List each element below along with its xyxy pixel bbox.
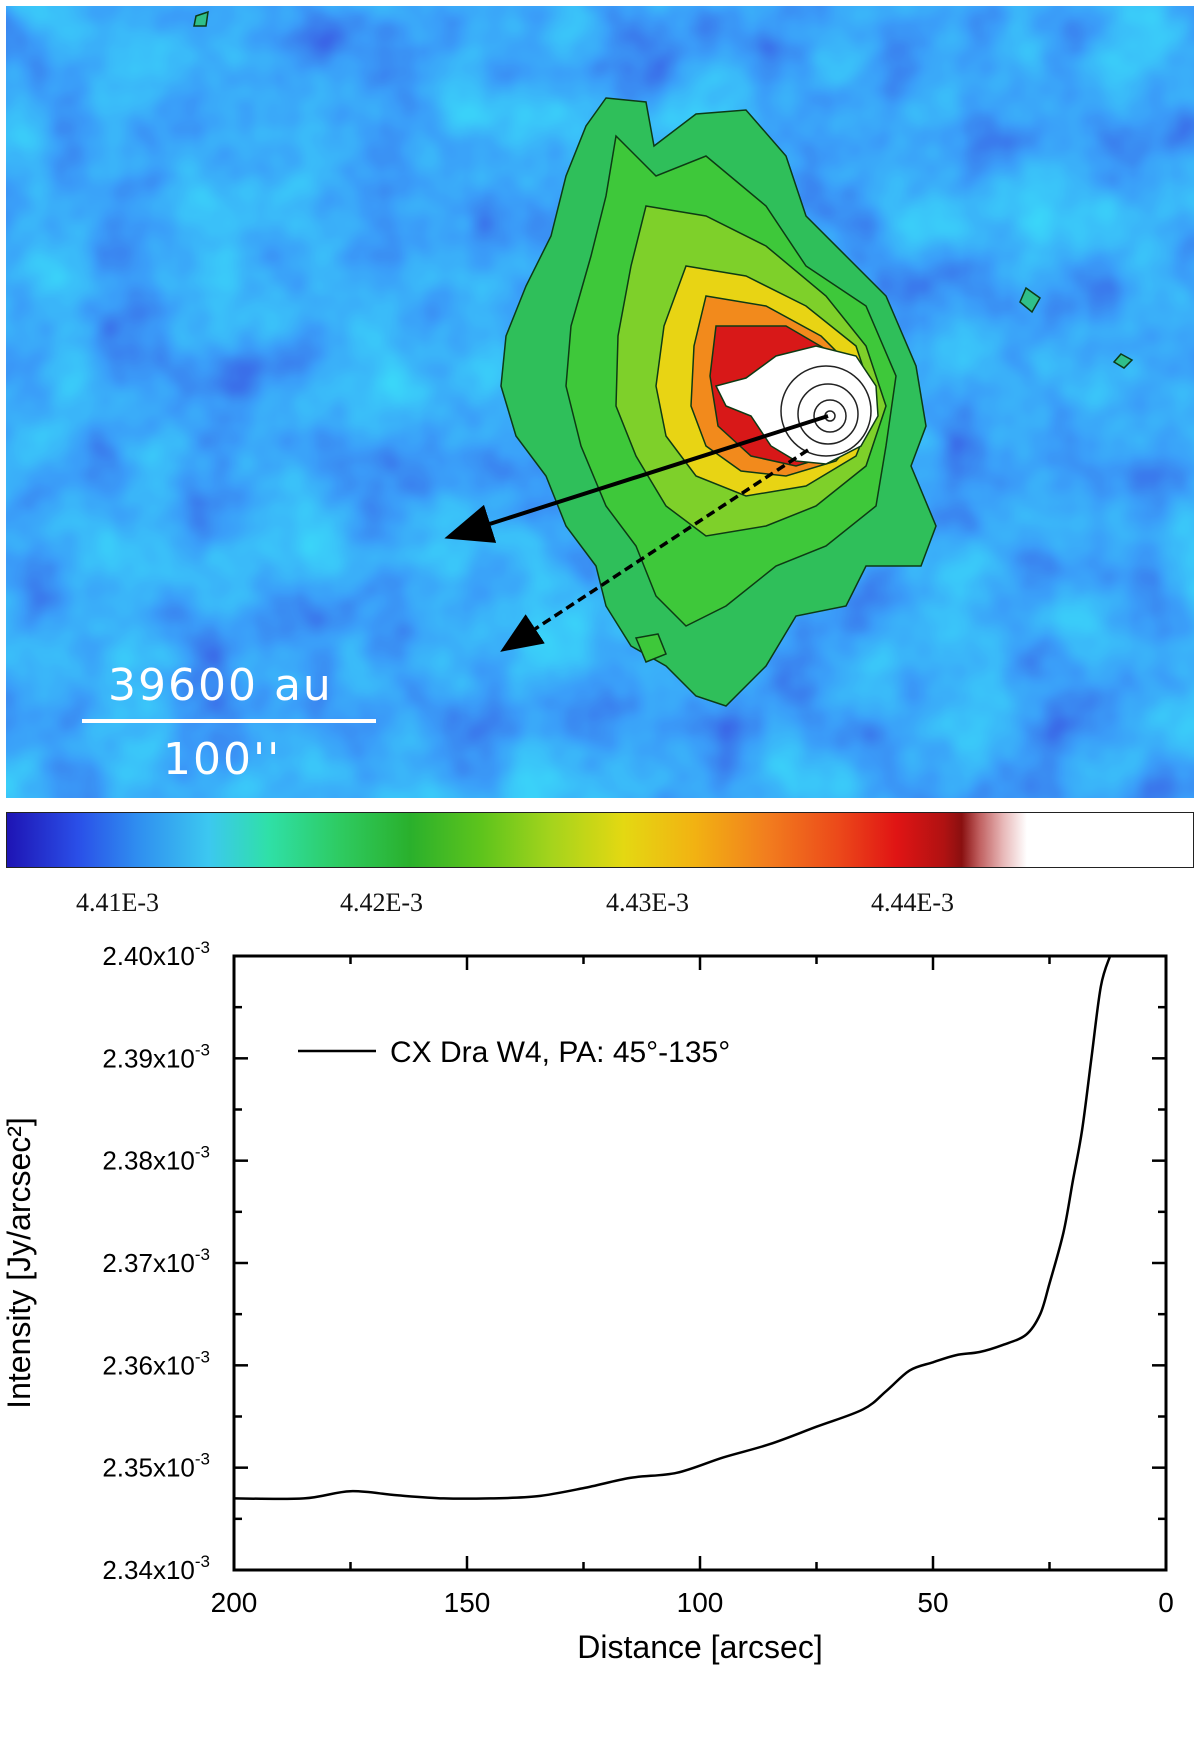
y-tick-label: 2.38x10-3 bbox=[102, 1143, 210, 1176]
y-tick-label: 2.34x10-3 bbox=[102, 1552, 210, 1585]
axis-ticks bbox=[232, 954, 1168, 1572]
colorbar-tick-label: 4.42E-3 bbox=[340, 888, 424, 917]
nebula-core bbox=[714, 345, 879, 465]
y-tick-label: 2.36x10-3 bbox=[102, 1347, 210, 1380]
x-axis-label: Distance [arcsec] bbox=[577, 1629, 822, 1665]
y-axis-label: Intensity [Jy/arcsec²] bbox=[1, 1117, 37, 1409]
y-tick-label: 2.35x10-3 bbox=[102, 1450, 210, 1483]
y-tick-label: 2.40x10-3 bbox=[102, 938, 210, 971]
y-tick-label: 2.37x10-3 bbox=[102, 1245, 210, 1278]
scale-bar-distance: 39600 au bbox=[108, 660, 333, 711]
series-line bbox=[233, 955, 1112, 1501]
direction-arrow-solid bbox=[444, 414, 829, 543]
core-contour-3 bbox=[813, 399, 847, 433]
sky-image-panel: 39600 au 100'' bbox=[6, 6, 1194, 798]
y-tick-labels: 2.34x10-3 2.35x10-3 2.36x10-3 2.37x10-3 2.38… bbox=[102, 938, 210, 1585]
x-tick-labels: 200 150 100 50 0 bbox=[211, 1587, 1174, 1618]
x-tick-label: 100 bbox=[677, 1587, 724, 1618]
core-contour-2 bbox=[797, 383, 859, 445]
colorbar-tick-label: 4.43E-3 bbox=[606, 888, 690, 917]
core-contour-1 bbox=[780, 365, 872, 457]
x-tick-label: 200 bbox=[211, 1587, 258, 1618]
colorbar-tick-label: 4.41E-3 bbox=[76, 888, 160, 917]
small-contour-3 bbox=[193, 10, 209, 27]
small-contour-1 bbox=[1019, 286, 1041, 314]
x-tick-label: 50 bbox=[917, 1587, 948, 1618]
intensity-profile-chart: 2.34x10-3 2.35x10-3 2.36x10-3 2.37x10-3 2.38… bbox=[1, 938, 1174, 1665]
x-tick-label: 0 bbox=[1158, 1587, 1174, 1618]
direction-arrow-dashed bbox=[500, 448, 809, 652]
small-contour-2 bbox=[1112, 353, 1134, 369]
y-tick-label: 2.39x10-3 bbox=[102, 1040, 210, 1073]
small-contour-4 bbox=[634, 633, 667, 663]
sky-image bbox=[6, 6, 1194, 798]
x-tick-label: 150 bbox=[444, 1587, 491, 1618]
legend-label: CX Dra W4, PA: 45°-135° bbox=[390, 1036, 730, 1069]
scale-bar-angle: 100'' bbox=[163, 734, 282, 785]
colorbar-tick-label: 4.44E-3 bbox=[871, 888, 955, 917]
colorbar bbox=[6, 812, 1194, 868]
